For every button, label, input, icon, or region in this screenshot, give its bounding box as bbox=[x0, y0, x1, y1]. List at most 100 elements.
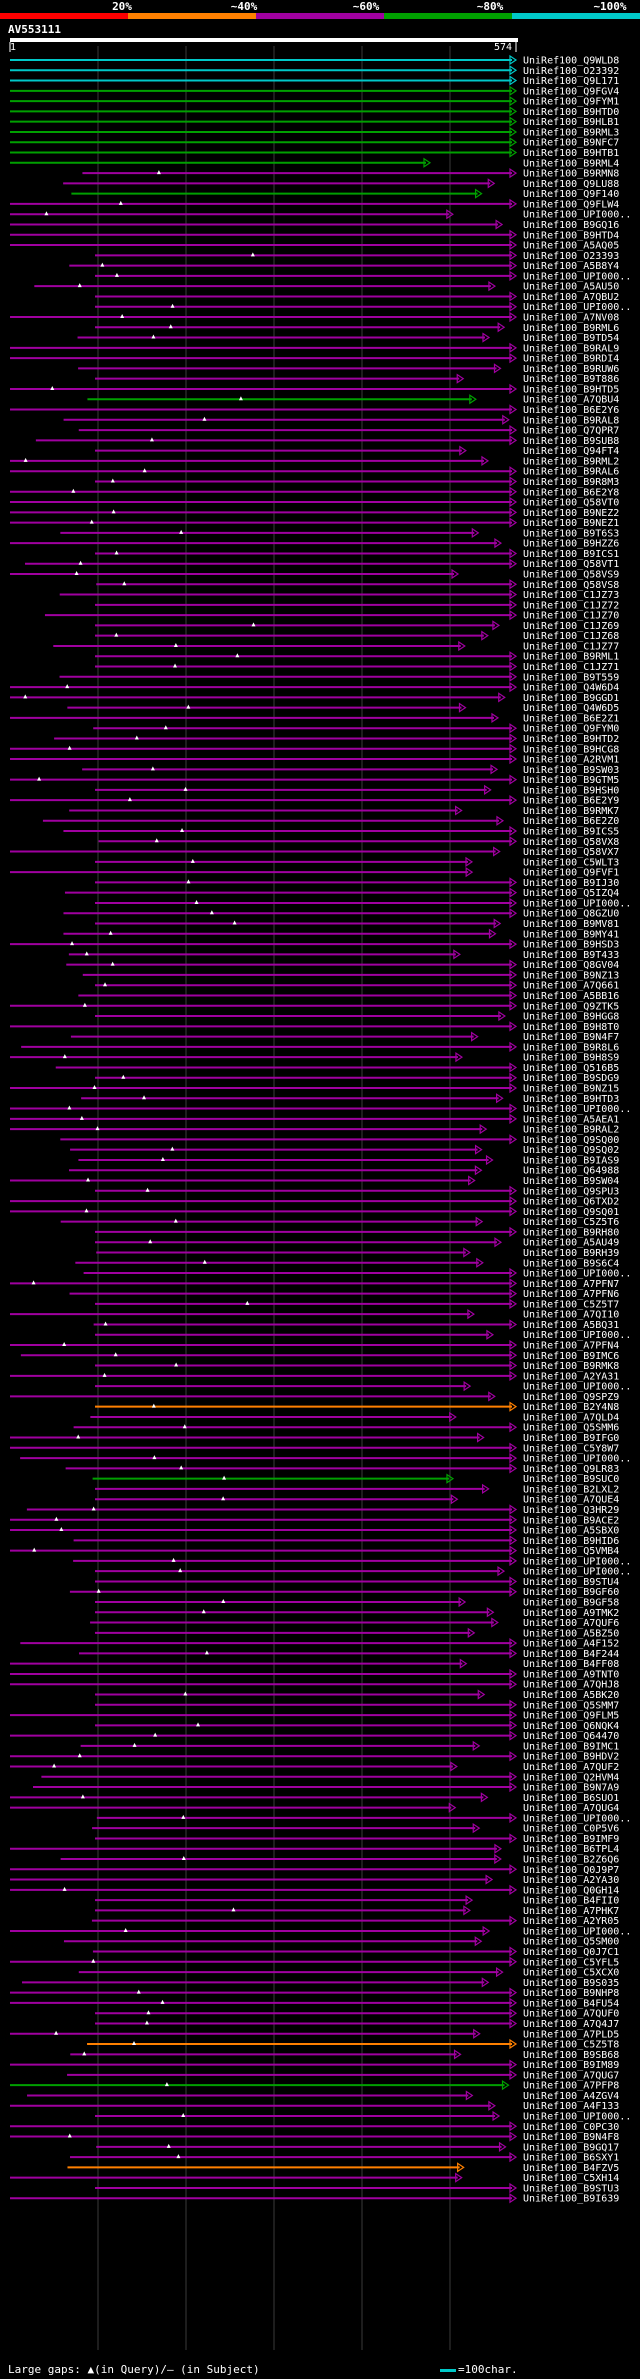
hit-row[interactable]: UniRef100_UPI000.. bbox=[95, 1566, 631, 1578]
hit-row[interactable]: UniRef100_UPI000.. bbox=[10, 1103, 631, 1115]
hit-label[interactable]: UniRef100_Q8GZU0 bbox=[523, 909, 619, 920]
hit-label[interactable]: UniRef100_B4FII0 bbox=[523, 1896, 619, 1907]
hit-label[interactable]: UniRef100_A2YR05 bbox=[523, 1916, 619, 1927]
hit-row[interactable]: UniRef100_B9RMK8 bbox=[95, 1360, 619, 1372]
hit-row[interactable]: UniRef100_Q9WLD8 bbox=[10, 54, 619, 67]
hit-label[interactable]: UniRef100_A7QBU4 bbox=[523, 395, 619, 406]
hit-row[interactable]: UniRef100_UPI000.. bbox=[10, 209, 631, 221]
hit-row[interactable]: UniRef100_C5Y8W7 bbox=[10, 1442, 619, 1454]
hit-label[interactable]: UniRef100_B9RH80 bbox=[523, 1227, 619, 1238]
hit-label[interactable]: UniRef100_B9RML1 bbox=[523, 652, 619, 663]
hit-row[interactable]: UniRef100_C5YFL5 bbox=[10, 1956, 619, 1968]
hit-row[interactable]: UniRef100_Q9L171 bbox=[10, 75, 619, 87]
hit-label[interactable]: UniRef100_A5AEA1 bbox=[523, 1114, 619, 1125]
hit-label[interactable]: UniRef100_B9T433 bbox=[523, 950, 619, 961]
hit-label[interactable]: UniRef100_B9TD54 bbox=[523, 333, 619, 344]
hit-row[interactable]: UniRef100_B9HTD0 bbox=[10, 106, 619, 118]
hit-row[interactable]: UniRef100_B9ACE2 bbox=[10, 1514, 619, 1526]
hit-label[interactable]: UniRef100_C5XCX0 bbox=[523, 1968, 619, 1979]
hit-label[interactable]: UniRef100_Q9LU88 bbox=[523, 179, 619, 190]
hit-row[interactable]: UniRef100_B4FF08 bbox=[10, 1658, 619, 1670]
hit-row[interactable]: UniRef100_Q9LR83 bbox=[65, 1463, 620, 1475]
hit-row[interactable]: UniRef100_A5AEA1 bbox=[10, 1113, 619, 1125]
hit-label[interactable]: UniRef100_C1JZ68 bbox=[523, 631, 619, 642]
hit-row[interactable]: UniRef100_B9SB68 bbox=[70, 2049, 619, 2061]
hit-label[interactable]: UniRef100_B9HTD3 bbox=[523, 1094, 619, 1105]
hit-row[interactable]: UniRef100_B6E2Y8 bbox=[10, 486, 619, 498]
hit-row[interactable]: UniRef100_A7PLD5 bbox=[10, 2028, 619, 2040]
hit-label[interactable]: UniRef100_C5WLT3 bbox=[523, 857, 619, 868]
hit-row[interactable]: UniRef100_B9T6S3 bbox=[60, 527, 619, 539]
hit-label[interactable]: UniRef100_A5BK20 bbox=[523, 1690, 619, 1701]
hit-row[interactable]: UniRef100_B6SXY1 bbox=[69, 2151, 619, 2164]
hit-label[interactable]: UniRef100_UPI000.. bbox=[523, 898, 631, 909]
hit-row[interactable]: UniRef100_B9RMN8 bbox=[82, 167, 619, 180]
hit-label[interactable]: UniRef100_B9HSH0 bbox=[523, 785, 619, 796]
hit-label[interactable]: UniRef100_Q9SPU3 bbox=[523, 1186, 619, 1197]
hit-label[interactable]: UniRef100_B9NHP8 bbox=[523, 1988, 619, 1999]
hit-label[interactable]: UniRef100_B9RMK8 bbox=[523, 1361, 619, 1372]
hit-label[interactable]: UniRef100_A5B8Y4 bbox=[523, 261, 619, 272]
hit-row[interactable]: UniRef100_UPI000.. bbox=[96, 1812, 632, 1824]
hit-row[interactable]: UniRef100_C1JZ70 bbox=[44, 609, 619, 622]
hit-label[interactable]: UniRef100_B9RDI4 bbox=[523, 354, 619, 365]
hit-row[interactable]: UniRef100_B9GGD1 bbox=[10, 692, 619, 704]
hit-label[interactable]: UniRef100_A5BQ31 bbox=[523, 1320, 619, 1331]
hit-label[interactable]: UniRef100_UPI000.. bbox=[523, 271, 631, 282]
hit-row[interactable]: UniRef100_B9IMC1 bbox=[80, 1740, 620, 1752]
hit-row[interactable]: UniRef100_Q9FYM0 bbox=[93, 723, 619, 735]
hit-row[interactable]: UniRef100_C1JZ68 bbox=[95, 630, 619, 642]
hit-label[interactable]: UniRef100_A7QHJ8 bbox=[523, 1680, 619, 1691]
hit-label[interactable]: UniRef100_B9ICS1 bbox=[523, 549, 619, 560]
hit-row[interactable]: UniRef100_C1JZ77 bbox=[53, 640, 619, 652]
hit-row[interactable]: UniRef100_B9RDI4 bbox=[10, 352, 619, 365]
hit-row[interactable]: UniRef100_Q5SMM6 bbox=[73, 1422, 620, 1434]
hit-label[interactable]: UniRef100_Q9SQ00 bbox=[523, 1135, 619, 1146]
hit-label[interactable]: UniRef100_B9S6C4 bbox=[523, 1258, 619, 1269]
hit-row[interactable]: UniRef100_B9RML6 bbox=[95, 322, 619, 334]
hit-label[interactable]: UniRef100_Q3HR29 bbox=[523, 1505, 619, 1516]
hit-label[interactable]: UniRef100_B6TPL4 bbox=[523, 1844, 619, 1855]
hit-label[interactable]: UniRef100_B9HID6 bbox=[523, 1536, 619, 1547]
hit-row[interactable]: UniRef100_Q0J9P7 bbox=[10, 1864, 619, 1876]
hit-row[interactable]: UniRef100_B9RAL8 bbox=[63, 414, 620, 426]
hit-label[interactable]: UniRef100_A5SBX0 bbox=[523, 1526, 619, 1537]
hit-label[interactable]: UniRef100_A5AU49 bbox=[523, 1238, 619, 1249]
hit-row[interactable]: UniRef100_Q58VX8 bbox=[98, 836, 620, 848]
hit-label[interactable]: UniRef100_Q9LR83 bbox=[523, 1464, 619, 1475]
hit-row[interactable]: UniRef100_A5AQ05 bbox=[10, 239, 619, 252]
hit-label[interactable]: UniRef100_B9IMF9 bbox=[523, 1834, 619, 1845]
hit-row[interactable]: UniRef100_A7Q661 bbox=[95, 980, 619, 992]
hit-label[interactable]: UniRef100_UPI000.. bbox=[523, 1567, 631, 1578]
hit-label[interactable]: UniRef100_B9N4F7 bbox=[523, 1032, 619, 1043]
hit-label[interactable]: UniRef100_B9NEZ1 bbox=[523, 518, 619, 529]
hit-row[interactable]: UniRef100_B9H8S9 bbox=[10, 1052, 619, 1064]
hit-row[interactable]: UniRef100_B6E2Y9 bbox=[10, 795, 619, 807]
hit-row[interactable]: UniRef100_Q8GV04 bbox=[66, 959, 619, 971]
hit-row[interactable]: UniRef100_B9HTD3 bbox=[81, 1093, 619, 1105]
hit-row[interactable]: UniRef100_B9STU3 bbox=[95, 2182, 619, 2194]
hit-label[interactable]: UniRef100_Q58VX7 bbox=[523, 847, 619, 858]
hit-row[interactable]: UniRef100_B9SW04 bbox=[10, 1175, 619, 1187]
hit-row[interactable]: UniRef100_A7PFN6 bbox=[69, 1288, 620, 1300]
hit-label[interactable]: UniRef100_A5BZ50 bbox=[523, 1628, 619, 1639]
hit-label[interactable]: UniRef100_B9SDG9 bbox=[523, 1073, 619, 1084]
hit-row[interactable]: UniRef100_A2YA31 bbox=[10, 1370, 619, 1382]
hit-label[interactable]: UniRef100_B9ICS5 bbox=[523, 827, 619, 838]
hit-label[interactable]: UniRef100_B9NEZ2 bbox=[523, 508, 619, 519]
hit-label[interactable]: UniRef100_A7PFP8 bbox=[523, 2081, 619, 2092]
hit-row[interactable]: UniRef100_B9HDV2 bbox=[10, 1751, 619, 1763]
hit-label[interactable]: UniRef100_A5AQ05 bbox=[523, 241, 619, 252]
hit-label[interactable]: UniRef100_O23393 bbox=[523, 251, 619, 262]
hit-label[interactable]: UniRef100_A9TNT0 bbox=[523, 1669, 619, 1680]
hit-label[interactable]: UniRef100_UPI000.. bbox=[523, 302, 631, 313]
hit-row[interactable]: UniRef100_B9IMC6 bbox=[20, 1350, 619, 1362]
hit-label[interactable]: UniRef100_C1JZ71 bbox=[523, 662, 619, 673]
hit-label[interactable]: UniRef100_B9T559 bbox=[523, 672, 619, 683]
hit-label[interactable]: UniRef100_Q9FYM0 bbox=[523, 724, 619, 735]
hit-row[interactable]: UniRef100_A7PFN7 bbox=[10, 1278, 619, 1290]
hit-label[interactable]: UniRef100_B6E2Z0 bbox=[523, 816, 619, 827]
hit-row[interactable]: UniRef100_B9SW03 bbox=[82, 764, 619, 776]
hit-label[interactable]: UniRef100_B9RUW6 bbox=[523, 364, 619, 375]
hit-label[interactable]: UniRef100_C1JZ73 bbox=[523, 590, 619, 601]
